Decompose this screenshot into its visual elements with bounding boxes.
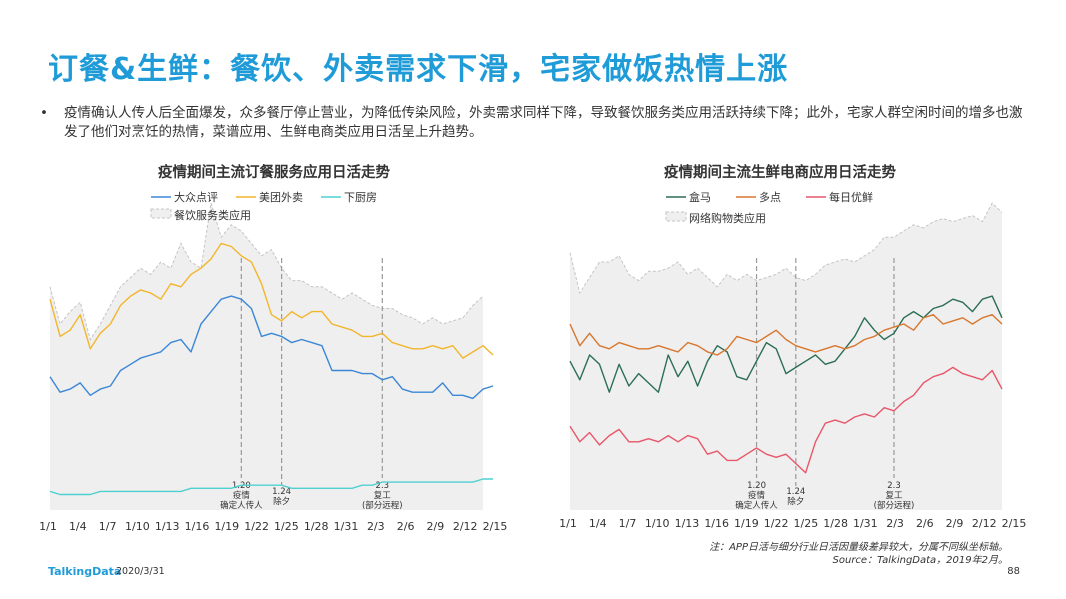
x-tick-1-10: 1/31 <box>853 517 878 530</box>
x-tick-1-9: 1/28 <box>823 517 848 530</box>
x-tick-1-4: 1/13 <box>675 517 700 530</box>
annotation-text-1-2-0: 2.3 <box>887 481 901 491</box>
chart-title-fresh: 疫情期间主流生鲜电商应用日活走势 <box>664 165 896 181</box>
legend-label-0-2: 下厨房 <box>344 191 377 204</box>
summary-bullet: • 疫情确认人传人后全面爆发，众多餐厅停止营业，为降低传染风险，外卖需求同样下降… <box>40 104 1030 142</box>
annotation-text-1-2-1: 复工 <box>885 490 903 501</box>
x-tick-0-15: 2/15 <box>483 520 508 533</box>
area-line-0 <box>49 202 484 341</box>
x-tick-1-1: 1/4 <box>589 517 607 530</box>
annotation-text-1-0-1: 疫情 <box>748 490 766 501</box>
x-tick-0-0: 1/1 <box>39 520 57 533</box>
legend-area-label-0: 餐饮服务类应用 <box>174 208 251 222</box>
x-tick-1-12: 2/6 <box>916 517 934 530</box>
x-tick-0-13: 2/9 <box>427 520 445 533</box>
x-tick-0-5: 1/16 <box>185 520 210 533</box>
footnote-note: 注：APP日活与细分行业日活因量级差异较大，分属不同纵坐标轴。 <box>709 542 1008 553</box>
legend-label-0-0: 大众点评 <box>174 190 218 204</box>
legend-area-swatch-0 <box>150 208 172 219</box>
report-date: 2020/3/31 <box>116 566 165 577</box>
annotation-text-1-1-0: 1.24 <box>786 487 805 497</box>
series-line-0-2 <box>49 478 494 496</box>
x-tick-0-6: 1/19 <box>214 520 239 533</box>
annotation-text-0-2-2: (部分远程) <box>362 500 403 511</box>
annotation-text-0-1-0: 1.24 <box>272 487 291 497</box>
x-tick-1-0: 1/1 <box>559 517 577 530</box>
series-line-1-0 <box>569 295 1003 393</box>
area-line-1 <box>569 202 1003 295</box>
x-tick-1-8: 1/25 <box>794 517 819 530</box>
area-fill-1 <box>570 203 1002 510</box>
x-tick-1-11: 2/3 <box>886 517 904 530</box>
x-tick-1-6: 1/19 <box>734 517 759 530</box>
x-tick-0-2: 1/7 <box>99 520 117 533</box>
page-number: 88 <box>1007 566 1020 577</box>
annotation-text-1-1-1: 除夕 <box>787 496 804 507</box>
chart-title-catering: 疫情期间主流订餐服务应用日活走势 <box>158 165 390 181</box>
annotation-text-0-0-0: 1.20 <box>232 481 251 491</box>
x-tick-0-11: 2/3 <box>367 520 385 533</box>
legend-area-label-1: 网络购物类应用 <box>689 211 766 225</box>
x-tick-1-5: 1/16 <box>704 517 729 530</box>
legend-area-swatch-1 <box>665 211 687 222</box>
x-tick-0-12: 2/6 <box>397 520 415 533</box>
x-tick-0-1: 1/4 <box>69 520 87 533</box>
footnote-source: Source：TalkingData，2019年2月。 <box>832 555 1008 566</box>
legend-label-0-1: 美团外卖 <box>259 191 303 204</box>
annotation-text-0-0-2: 确定人传人 <box>220 500 263 511</box>
series-line-1-1 <box>569 314 1003 356</box>
annotation-text-0-0-1: 疫情 <box>233 490 251 501</box>
x-tick-1-13: 2/9 <box>946 517 964 530</box>
x-tick-1-3: 1/10 <box>645 517 670 530</box>
x-tick-0-7: 1/22 <box>244 520 269 533</box>
x-tick-0-14: 2/12 <box>453 520 478 533</box>
annotation-text-0-1-1: 除夕 <box>273 496 290 507</box>
x-tick-1-7: 1/22 <box>764 517 789 530</box>
series-line-1-2 <box>569 366 1003 474</box>
x-tick-1-2: 1/7 <box>619 517 637 530</box>
x-tick-0-9: 1/28 <box>304 520 329 533</box>
annotation-text-1-0-0: 1.20 <box>747 481 766 491</box>
annotation-text-1-0-2: 确定人传人 <box>735 500 778 511</box>
series-line-0-1 <box>49 295 494 400</box>
legend-label-1-2: 每日优鲜 <box>829 190 873 204</box>
annotation-text-0-2-0: 2.3 <box>376 481 390 491</box>
annotation-text-1-2-2: (部分远程) <box>874 500 915 511</box>
x-tick-0-8: 1/25 <box>274 520 299 533</box>
bullet-marker: • <box>40 105 48 121</box>
x-tick-0-10: 1/31 <box>334 520 359 533</box>
x-tick-1-14: 2/12 <box>972 517 997 530</box>
x-tick-0-3: 1/10 <box>125 520 150 533</box>
area-fill-0 <box>50 203 483 510</box>
legend-label-1-1: 多点 <box>759 190 781 204</box>
legend-label-1-0: 盒马 <box>689 190 711 204</box>
annotation-text-0-2-1: 复工 <box>374 490 392 501</box>
x-tick-1-15: 2/15 <box>1002 517 1027 530</box>
brand-logo: TalkingData <box>48 565 122 578</box>
summary-text: 疫情确认人传人后全面爆发，众多餐厅停止营业，为降低传染风险，外卖需求同样下降，导… <box>64 105 1023 140</box>
x-tick-0-4: 1/13 <box>155 520 180 533</box>
page-title: 订餐&生鲜：餐饮、外卖需求下滑，宅家做饭热情上涨 <box>48 52 789 87</box>
series-line-0-0 <box>49 242 494 359</box>
